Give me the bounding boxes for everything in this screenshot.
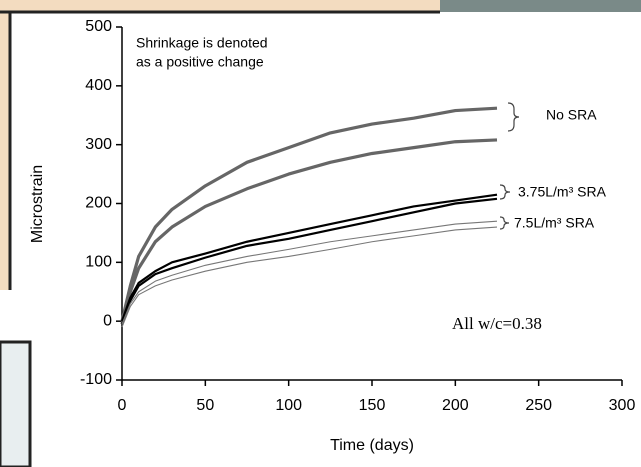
brace [499,184,511,200]
photo-fragment [440,0,641,12]
y-axis-label: Microstrain [29,165,46,243]
note-line: as a positive change [136,54,264,70]
x-tick-label: 50 [196,397,214,414]
group-label: No SRA [546,107,597,123]
data-line [120,193,498,322]
y-tick-label: 500 [85,18,112,35]
annotation: All w/c=0.38 [452,314,542,333]
x-tick-label: 200 [442,397,469,414]
frame-top [0,0,440,12]
y-tick-label: 200 [85,195,112,212]
x-tick-label: 100 [275,397,302,414]
group-label: 3.75L/m³ SRA [518,184,607,200]
x-tick-label: 250 [525,397,552,414]
data-line [120,197,498,325]
data-line [121,220,498,325]
y-tick-label: 0 [103,312,112,329]
y-tick-label: 300 [85,136,112,153]
note-line: Shrinkage is denoted [136,35,268,51]
group-label: 7.5L/m³ SRA [514,215,595,231]
data-line [120,138,498,325]
data-line [120,106,498,322]
data-line [121,226,498,328]
y-tick-label: -100 [80,371,112,388]
x-tick-label: 150 [359,397,386,414]
brace [507,102,520,132]
x-axis-label: Time (days) [330,437,414,454]
frame-left [0,12,9,290]
y-tick-label: 400 [85,77,112,94]
brace [499,216,510,230]
frame-box [0,340,32,467]
x-tick-label: 0 [118,397,127,414]
x-tick-label: 300 [609,397,636,414]
y-tick-label: 100 [85,254,112,271]
